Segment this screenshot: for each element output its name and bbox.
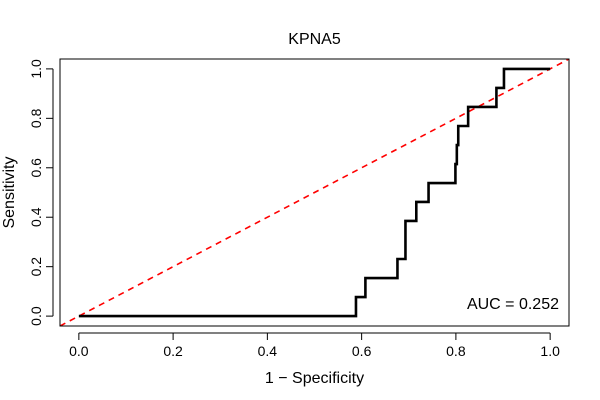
roc-curve-line <box>78 67 551 318</box>
y-tick-label: 0.0 <box>28 306 44 326</box>
plot-area <box>60 59 569 326</box>
y-axis: 0.0 0.2 0.4 0.6 0.8 1.0 <box>28 59 54 326</box>
x-tick-label: 0.0 <box>69 343 89 359</box>
x-tick-label: 0.2 <box>163 343 183 359</box>
x-axis-label: 1 − Specificity <box>265 370 364 387</box>
y-tick-label: 1.0 <box>28 59 44 79</box>
chart-title: KPNA5 <box>288 31 341 48</box>
y-tick-label: 0.2 <box>28 257 44 277</box>
y-axis-label: Sensitivity <box>1 156 18 228</box>
auc-annotation: AUC = 0.252 <box>467 296 559 313</box>
x-tick-label: 1.0 <box>540 343 560 359</box>
y-tick-label: 0.8 <box>28 108 44 128</box>
x-tick-label: 0.4 <box>258 343 278 359</box>
reference-diagonal-line <box>60 59 569 326</box>
x-tick-label: 0.6 <box>352 343 372 359</box>
y-tick-label: 0.6 <box>28 158 44 178</box>
y-tick-label: 0.4 <box>28 207 44 227</box>
x-tick-label: 0.8 <box>446 343 466 359</box>
plot-frame <box>59 58 570 327</box>
x-axis: 0.0 0.2 0.4 0.6 0.8 1.0 <box>69 332 560 359</box>
